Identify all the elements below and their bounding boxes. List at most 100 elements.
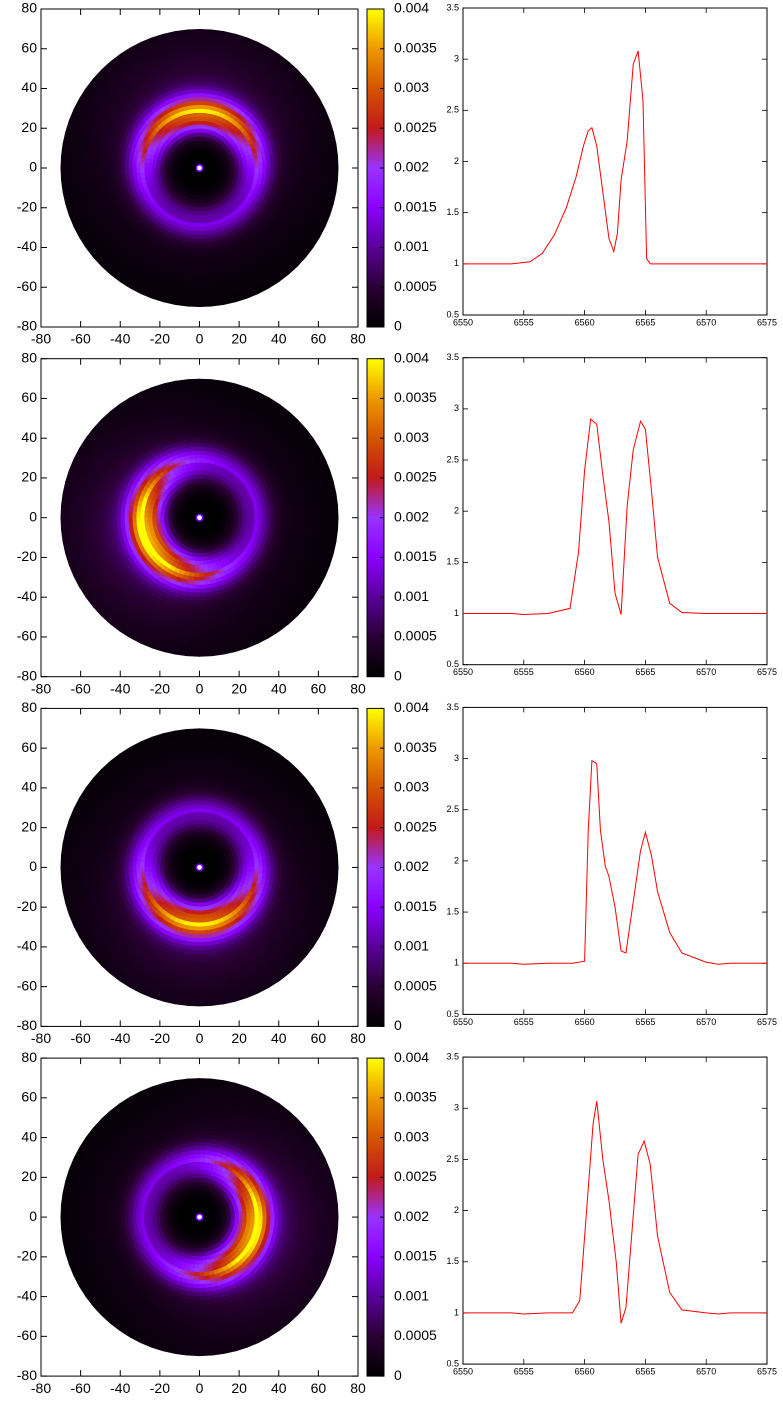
disk-cell bbox=[199, 560, 204, 566]
disk-cell bbox=[96, 508, 102, 519]
disk-xtick-label: 80 bbox=[350, 331, 366, 347]
disk-cell bbox=[218, 167, 224, 171]
disk-cell bbox=[289, 159, 295, 169]
disk-cell bbox=[115, 160, 121, 169]
disk-cell bbox=[301, 517, 307, 528]
disk-cell bbox=[171, 514, 177, 519]
disk-map: -80-80-60-60-40-40-20-200020204040606080… bbox=[17, 349, 366, 696]
disk-cell bbox=[131, 511, 137, 519]
disk-cell bbox=[199, 250, 208, 256]
disk-cell bbox=[187, 28, 200, 35]
disk-cell bbox=[100, 167, 106, 177]
disk-cell bbox=[195, 552, 200, 558]
disk-cell bbox=[155, 163, 161, 169]
disk-cell bbox=[199, 457, 206, 463]
disk-cell bbox=[199, 616, 209, 622]
disk-cell bbox=[163, 164, 169, 169]
disk-cell bbox=[135, 517, 141, 524]
disk-cell bbox=[250, 162, 256, 169]
disk-cell bbox=[274, 160, 280, 169]
disk-cell bbox=[199, 489, 203, 495]
disk-cell bbox=[199, 446, 207, 451]
disk-cell bbox=[190, 266, 200, 272]
disk-cell bbox=[203, 517, 208, 519]
disk-cell bbox=[199, 450, 206, 455]
disk-cell bbox=[278, 510, 284, 519]
disk-cell bbox=[266, 167, 272, 175]
disk-cell bbox=[254, 162, 260, 169]
disk-cell bbox=[192, 238, 200, 244]
disk-cell bbox=[191, 600, 200, 606]
disk-cell bbox=[143, 167, 149, 174]
disk-cell bbox=[190, 612, 200, 618]
disk-cell bbox=[258, 167, 264, 174]
disk-cell bbox=[193, 104, 200, 110]
disk-cell bbox=[131, 167, 137, 175]
disk-cell bbox=[60, 167, 66, 181]
disk-ytick-label: 80 bbox=[21, 0, 37, 16]
disk-cell bbox=[199, 568, 205, 574]
disk-cell bbox=[100, 159, 106, 169]
disk-cell bbox=[104, 159, 110, 169]
central-star-marker bbox=[195, 164, 204, 173]
disk-cell bbox=[270, 517, 276, 525]
disk-cell bbox=[199, 254, 208, 260]
disk-cell bbox=[175, 165, 181, 169]
disk-cell bbox=[92, 158, 98, 169]
disk-cell bbox=[234, 517, 240, 522]
disk-cell bbox=[194, 564, 200, 570]
disk-cell bbox=[199, 465, 205, 471]
disk-cell bbox=[195, 211, 200, 216]
disk-cell bbox=[250, 167, 256, 174]
disk-cell bbox=[199, 104, 206, 110]
disk-cell bbox=[199, 116, 205, 121]
colorbar-tick-label: 0.0035 bbox=[394, 39, 437, 55]
disk-cell bbox=[190, 616, 200, 622]
disk-cell bbox=[199, 64, 209, 70]
disk-cell bbox=[297, 508, 303, 519]
profile-ytick-label: 3.5 bbox=[446, 2, 459, 12]
disk-cell bbox=[191, 246, 200, 252]
disk-cell bbox=[226, 517, 232, 521]
profile-ytick-label: 2.5 bbox=[446, 105, 459, 115]
disk-cell bbox=[199, 596, 208, 602]
disk-cell bbox=[266, 511, 272, 519]
disk-cell bbox=[199, 604, 208, 610]
colorbar-tick-label: 0.0025 bbox=[394, 119, 437, 135]
disk-cell bbox=[193, 572, 200, 578]
profile-xtick-label: 6575 bbox=[757, 317, 777, 327]
disk-cell bbox=[199, 584, 207, 590]
disk-cell bbox=[139, 167, 145, 174]
disk-cells bbox=[60, 28, 339, 308]
disk-ytick-label: -60 bbox=[17, 278, 37, 294]
disk-cell bbox=[199, 438, 207, 444]
disk-cell bbox=[293, 508, 299, 519]
disk-cell bbox=[199, 266, 209, 272]
disk-cell bbox=[199, 564, 205, 570]
disk-cell bbox=[123, 161, 129, 169]
disk-cell bbox=[92, 517, 98, 528]
disk-cell bbox=[193, 222, 200, 228]
disk-cell bbox=[193, 100, 200, 106]
disk-xtick-label: 40 bbox=[271, 331, 287, 347]
disk-cell bbox=[199, 222, 206, 228]
disk-cell bbox=[254, 517, 260, 524]
disk-cell bbox=[282, 167, 287, 176]
disk-cell bbox=[96, 167, 102, 178]
disk-cell bbox=[199, 132, 203, 137]
disk-cell bbox=[199, 60, 210, 66]
disk-cell bbox=[190, 64, 200, 70]
disk-cell bbox=[193, 580, 200, 586]
disk-cell bbox=[127, 511, 133, 519]
disk-cell bbox=[189, 60, 200, 66]
disk-cell bbox=[151, 517, 157, 523]
disk-cell bbox=[274, 517, 280, 525]
disk-cell bbox=[100, 517, 106, 527]
disk-xtick-label: 60 bbox=[311, 331, 327, 347]
disk-cell bbox=[92, 508, 98, 519]
disk-cell bbox=[147, 163, 153, 169]
disk-ytick-label: 20 bbox=[21, 119, 37, 135]
disk-cell bbox=[230, 517, 236, 522]
disk-cell bbox=[119, 167, 125, 176]
disk-cell bbox=[199, 96, 207, 102]
